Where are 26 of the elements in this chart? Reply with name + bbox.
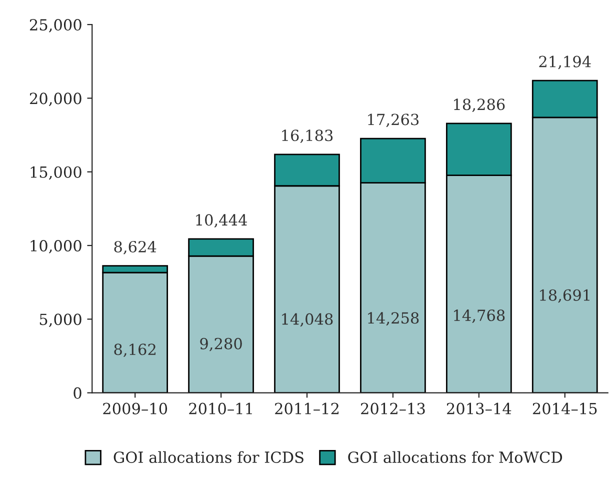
y-tick-label: 20,000 xyxy=(30,92,82,106)
y-tick-label: 5,000 xyxy=(40,314,82,328)
data-label: 8,162 xyxy=(114,344,156,358)
x-tick-label: 2010–11 xyxy=(189,402,252,414)
x-tick-label: 2013–14 xyxy=(446,402,512,414)
data-label: 14,048 xyxy=(282,313,333,327)
total-label: 18,286 xyxy=(454,98,505,112)
data-label: 9,280 xyxy=(200,338,242,352)
legend-label: GOI allocations for ICDS xyxy=(114,451,304,464)
data-label: 18,691 xyxy=(540,289,590,303)
x-tick-label: 2014–15 xyxy=(532,402,597,414)
total-label: 10,444 xyxy=(196,214,247,228)
total-label: 16,183 xyxy=(282,130,333,144)
x-tick-label: 2011–12 xyxy=(275,402,338,414)
y-tick-label: 10,000 xyxy=(30,240,82,254)
total-label: 8,624 xyxy=(114,240,156,254)
x-tick-label: 2009–10 xyxy=(103,402,168,414)
legend-label: GOI allocations for MoWCD xyxy=(348,451,562,464)
total-label: 17,263 xyxy=(368,114,419,128)
y-tick-label: 25,000 xyxy=(30,19,82,32)
y-tick-label: 15,000 xyxy=(30,166,82,180)
x-tick-label: 2012–13 xyxy=(361,402,425,414)
total-label: 21,194 xyxy=(539,56,591,70)
data-label: 14,768 xyxy=(454,310,505,323)
data-label: 14,258 xyxy=(368,312,419,326)
y-tick-label: 0 xyxy=(74,387,82,399)
